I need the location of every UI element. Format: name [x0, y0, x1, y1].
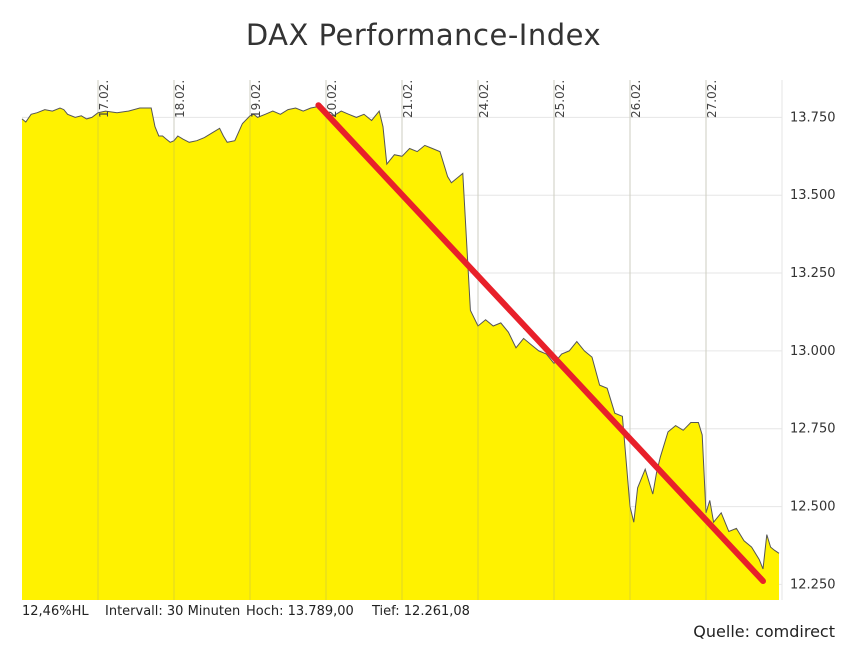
high-stat: Hoch: 13.789,00: [246, 604, 354, 619]
low-stat: Tief: 12.261,08: [372, 604, 470, 619]
series-area: [22, 106, 779, 600]
y-tick-label: 13.750: [790, 110, 836, 125]
series-line: [21, 105, 780, 570]
x-tick-label: 20.02.: [325, 80, 339, 118]
y-tick-label: 12.250: [790, 577, 836, 592]
interval-stat: Intervall: 30 Minuten: [105, 604, 241, 619]
chart-title: DAX Performance-Index: [245, 18, 602, 52]
x-tick-label: 25.02.: [553, 80, 567, 118]
range-stat: 12,46%HL: [22, 604, 89, 619]
x-tick-label: 19.02.: [249, 80, 263, 118]
y-tick-label: 13.000: [790, 344, 836, 359]
source-label: Quelle: comdirect: [693, 622, 835, 641]
y-tick-label: 12.500: [790, 500, 836, 515]
y-tick-label: 13.500: [790, 188, 836, 203]
x-tick-label: 21.02.: [401, 80, 415, 118]
trend-line: [315, 102, 766, 585]
x-tick-label: 24.02.: [477, 80, 491, 118]
x-tick-label: 17.02.: [97, 80, 111, 118]
x-tick-label: 27.02.: [705, 80, 719, 118]
x-tick-label: 26.02.: [629, 80, 643, 118]
y-tick-label: 12.750: [790, 422, 836, 437]
y-tick-label: 13.250: [790, 266, 836, 281]
x-tick-label: 18.02.: [173, 80, 187, 118]
